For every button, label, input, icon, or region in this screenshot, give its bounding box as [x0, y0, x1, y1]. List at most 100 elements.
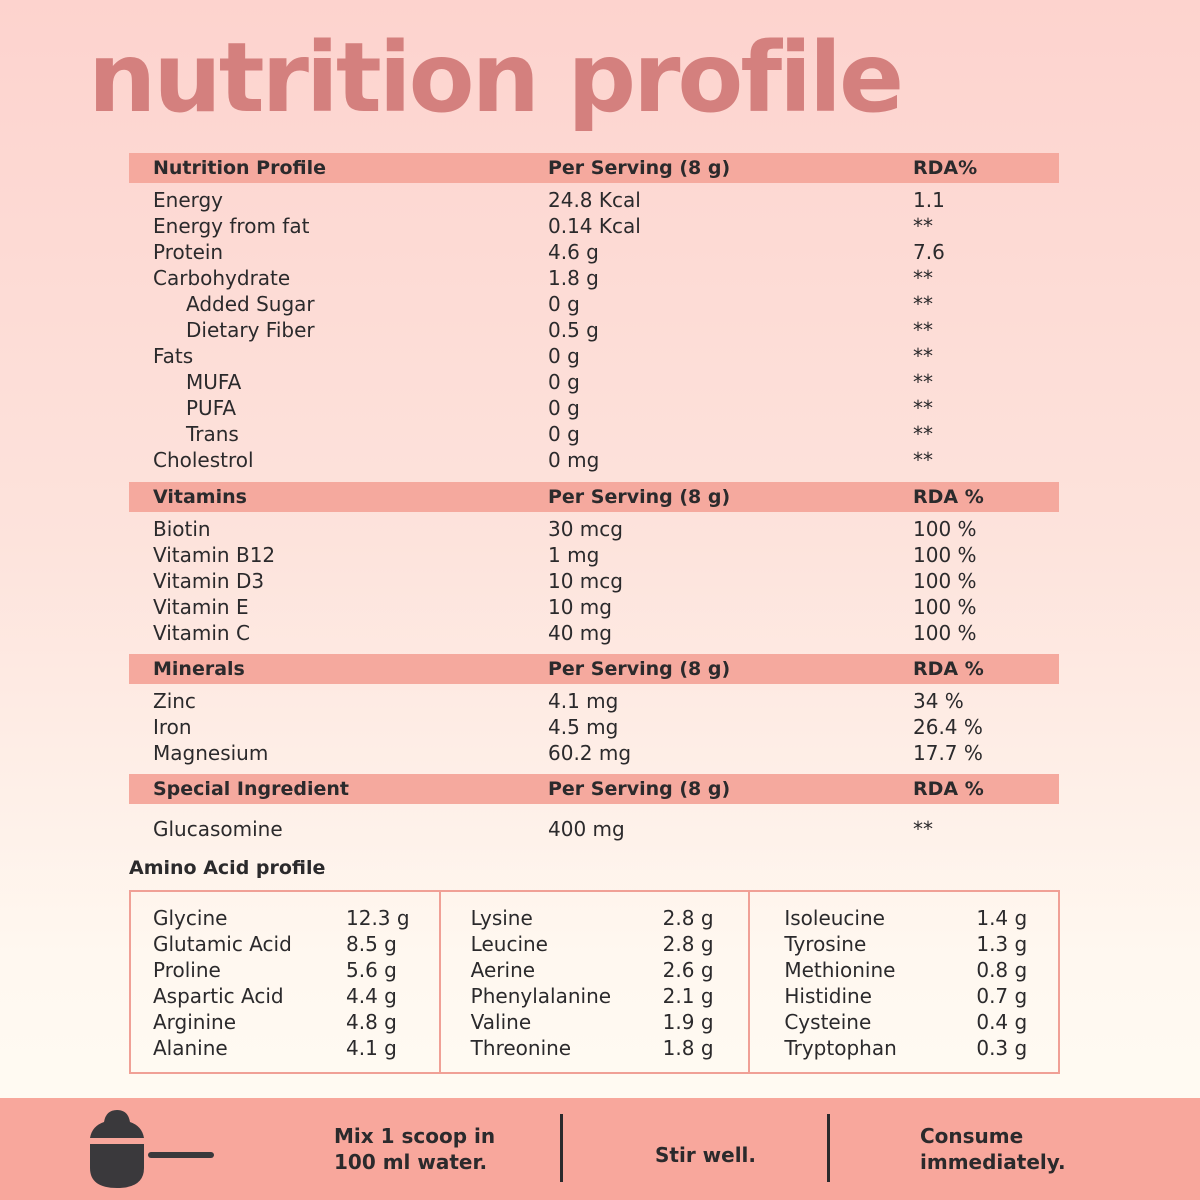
nutrient-name: Magnesium [153, 741, 269, 765]
nutrition-section: Special Ingredient Per Serving (8 g) RDA %… [129, 774, 1059, 842]
table-row: Glucasomine 400 mg ** [129, 816, 1059, 842]
rda: ** [913, 344, 933, 368]
table-row: Vitamin D3 10 mcg 100 % [129, 568, 1059, 594]
divider [560, 1114, 563, 1182]
amino-value: 2.8 g [662, 906, 714, 930]
amino-value: 2.8 g [662, 932, 714, 956]
step-mix-line2: 100 ml water. [334, 1150, 488, 1174]
rda: ** [913, 817, 933, 841]
step-consume: Consume immediately. [920, 1123, 1066, 1175]
per-serving: 0 g [548, 422, 580, 446]
table-row: Added Sugar 0 g ** [129, 291, 1059, 317]
rda: 7.6 [913, 240, 945, 264]
amino-value: 1.8 g [662, 1036, 714, 1060]
rda: 100 % [913, 595, 977, 619]
header-cell: Per Serving (8 g) [548, 486, 731, 508]
nutrient-name: PUFA [186, 396, 237, 420]
amino-row: Tryptophan 0.3 g [750, 1035, 1058, 1061]
nutrition-section: Minerals Per Serving (8 g) RDA % Zinc 4.1 mg… [129, 654, 1059, 766]
amino-column: Isoleucine 1.4 g Tyrosine 1.3 g Methionine 0.… [750, 892, 1058, 1072]
per-serving: 0.14 Kcal [548, 214, 641, 238]
amino-name: Tryptophan [784, 1036, 897, 1060]
amino-name: Tyrosine [784, 932, 867, 956]
amino-name: Phenylalanine [470, 984, 612, 1008]
rda: ** [913, 266, 933, 290]
step-consume-line1: Consume [920, 1124, 1024, 1148]
rda: 100 % [913, 517, 977, 541]
table-row: PUFA 0 g ** [129, 395, 1059, 421]
per-serving: 0 g [548, 370, 580, 394]
table-row: Magnesium 60.2 mg 17.7 % [129, 740, 1059, 766]
nutrient-name: Vitamin D3 [153, 569, 265, 593]
nutrient-name: Carbohydrate [153, 266, 291, 290]
per-serving: 60.2 mg [548, 741, 632, 765]
per-serving: 24.8 Kcal [548, 188, 641, 212]
rda: ** [913, 318, 933, 342]
per-serving: 1.8 g [548, 266, 599, 290]
amino-value: 12.3 g [346, 906, 410, 930]
section-header: Special Ingredient Per Serving (8 g) RDA % [129, 774, 1059, 804]
rda: 17.7 % [913, 741, 983, 765]
amino-name: Alanine [153, 1036, 228, 1060]
step-mix: Mix 1 scoop in 100 ml water. [334, 1123, 495, 1175]
amino-row: Methionine 0.8 g [750, 957, 1058, 983]
amino-value: 4.8 g [346, 1010, 397, 1034]
amino-name: Methionine [784, 958, 896, 982]
amino-name: Histidine [784, 984, 872, 1008]
nutrient-name: Trans [186, 422, 239, 446]
amino-value: 0.7 g [976, 984, 1028, 1008]
table-row: Energy from fat 0.14 Kcal ** [129, 213, 1059, 239]
table-row: Vitamin E 10 mg 100 % [129, 594, 1059, 620]
header-cell: Minerals [153, 658, 245, 680]
amino-row: Glutamic Acid 8.5 g [131, 931, 439, 957]
amino-value: 1.3 g [976, 932, 1028, 956]
table-row: Trans 0 g ** [129, 421, 1059, 447]
rda: 1.1 [913, 188, 945, 212]
step-stir: Stir well. [655, 1143, 756, 1167]
per-serving: 400 mg [548, 817, 625, 841]
amino-row: Threonine 1.8 g [441, 1035, 749, 1061]
nutrient-name: Cholestrol [153, 448, 254, 472]
table-row: Dietary Fiber 0.5 g ** [129, 317, 1059, 343]
amino-value: 4.4 g [346, 984, 397, 1008]
nutrient-name: MUFA [186, 370, 242, 394]
section-header: Vitamins Per Serving (8 g) RDA % [129, 482, 1059, 512]
amino-name: Lysine [470, 906, 533, 930]
rda: 100 % [913, 543, 977, 567]
table-row: Iron 4.5 mg 26.4 % [129, 714, 1059, 740]
per-serving: 0.5 g [548, 318, 599, 342]
nutrient-name: Vitamin E [153, 595, 249, 619]
rda: ** [913, 292, 933, 316]
amino-column: Lysine 2.8 g Leucine 2.8 g Aerine 2.6 g Phenyl… [441, 892, 751, 1072]
amino-row: Cysteine 0.4 g [750, 1009, 1058, 1035]
table-row: Energy 24.8 Kcal 1.1 [129, 187, 1059, 213]
amino-value: 1.9 g [662, 1010, 714, 1034]
rda: 34 % [913, 689, 964, 713]
amino-value: 1.4 g [976, 906, 1028, 930]
amino-acid-table: Glycine 12.3 g Glutamic Acid 8.5 g Proline 5.… [129, 890, 1060, 1074]
header-cell: RDA% [913, 157, 978, 179]
section-header: Minerals Per Serving (8 g) RDA % [129, 654, 1059, 684]
amino-row: Alanine 4.1 g [131, 1035, 439, 1061]
amino-value: 5.6 g [346, 958, 397, 982]
amino-name: Isoleucine [784, 906, 885, 930]
rda: ** [913, 214, 933, 238]
amino-row: Aerine 2.6 g [441, 957, 749, 983]
table-row: Vitamin C 40 mg 100 % [129, 620, 1059, 646]
per-serving: 0 g [548, 396, 580, 420]
per-serving: 40 mg [548, 621, 612, 645]
amino-name: Proline [153, 958, 221, 982]
amino-name: Cysteine [784, 1010, 872, 1034]
amino-row: Leucine 2.8 g [441, 931, 749, 957]
amino-row: Phenylalanine 2.1 g [441, 983, 749, 1009]
header-cell: Per Serving (8 g) [548, 157, 731, 179]
amino-name: Leucine [470, 932, 548, 956]
table-row: Vitamin B12 1 mg 100 % [129, 542, 1059, 568]
nutrient-name: Energy [153, 188, 224, 212]
header-cell: Vitamins [153, 486, 247, 508]
rda: 100 % [913, 569, 977, 593]
rda: ** [913, 422, 933, 446]
header-cell: Nutrition Profile [153, 157, 327, 179]
amino-name: Glycine [153, 906, 228, 930]
nutrient-name: Dietary Fiber [186, 318, 315, 342]
